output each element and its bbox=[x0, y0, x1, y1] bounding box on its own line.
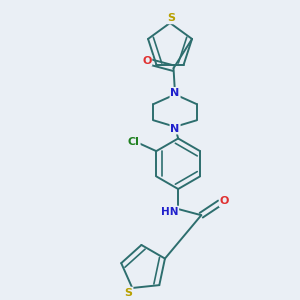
Text: HN: HN bbox=[161, 206, 178, 217]
Text: Cl: Cl bbox=[128, 136, 140, 147]
Text: N: N bbox=[170, 124, 180, 134]
Text: S: S bbox=[168, 13, 176, 23]
Text: O: O bbox=[142, 56, 152, 65]
Text: S: S bbox=[124, 288, 133, 298]
Text: O: O bbox=[220, 196, 229, 206]
Text: N: N bbox=[170, 88, 180, 98]
